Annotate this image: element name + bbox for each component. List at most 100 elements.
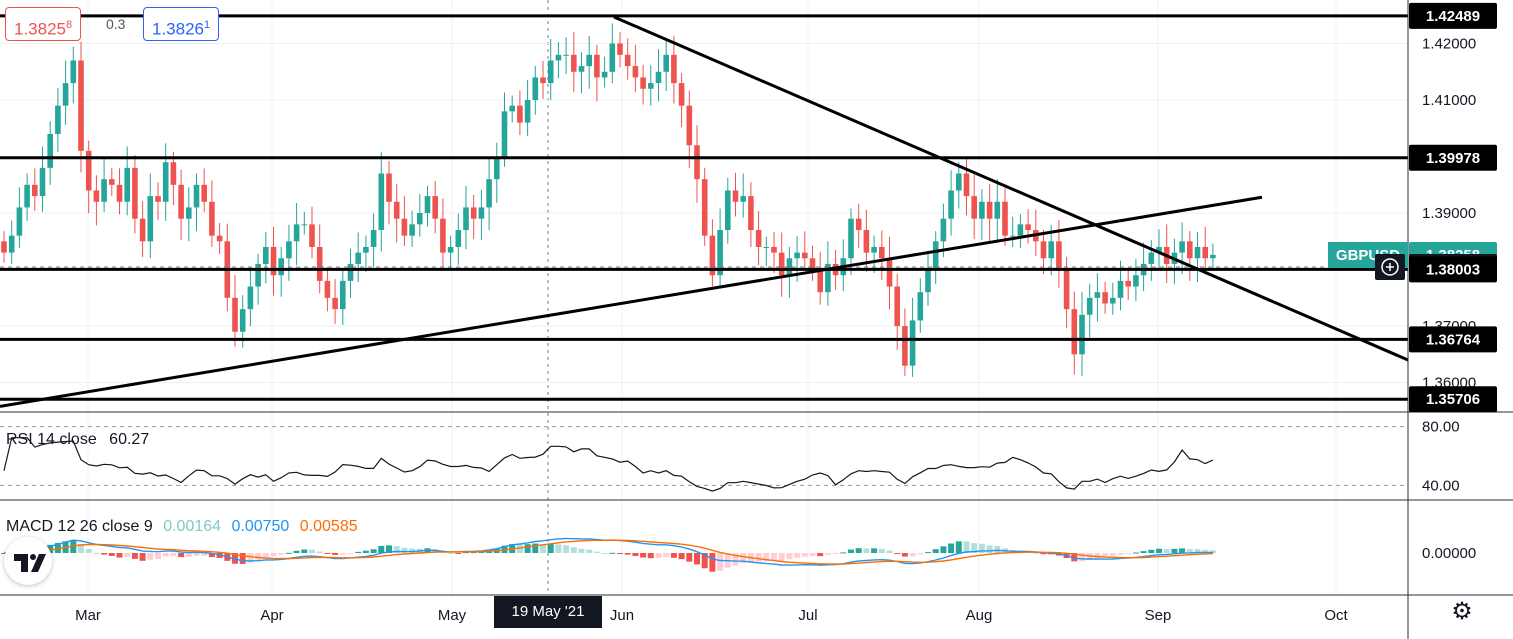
- macd-histogram-bar: [370, 549, 377, 553]
- macd-histogram-bar: [771, 553, 777, 561]
- candle-body: [694, 145, 700, 180]
- macd-histogram-bar: [647, 553, 654, 559]
- macd-tick-label: 0.00000: [1422, 545, 1476, 562]
- candle-body: [340, 280, 346, 310]
- macd-histogram-bar: [232, 553, 238, 564]
- candle-body: [963, 173, 970, 197]
- y-tick-label: 1.41000: [1422, 92, 1476, 109]
- macd-histogram-bar: [1209, 550, 1216, 553]
- candle-body: [609, 43, 616, 72]
- candle-body: [62, 83, 69, 106]
- candle-body: [1017, 224, 1024, 236]
- macd-histogram-bar: [339, 553, 346, 555]
- candle-body: [139, 218, 146, 242]
- candle-body: [486, 179, 492, 208]
- macd-histogram-bar: [1202, 549, 1209, 553]
- macd-histogram-bar: [470, 552, 477, 554]
- macd-histogram-bar: [1171, 548, 1178, 553]
- macd-histogram-bar: [740, 553, 747, 564]
- candle-body: [848, 218, 854, 259]
- spread-value: 0.3: [106, 16, 126, 32]
- candle-body: [463, 207, 469, 231]
- macd-histogram-bar: [601, 552, 608, 554]
- macd-histogram-bar: [93, 552, 100, 554]
- macd-histogram-bar: [709, 553, 716, 572]
- price-label-text: 1.36764: [1426, 331, 1481, 348]
- grid: [0, 0, 1408, 595]
- macd-histogram-bar: [478, 551, 485, 553]
- macd-histogram-bar: [617, 553, 623, 554]
- candle-body: [855, 218, 862, 231]
- macd-histogram-bar: [47, 544, 54, 553]
- macd-histogram-bar: [347, 553, 354, 554]
- macd-histogram-bar: [948, 543, 955, 553]
- candle-body: [986, 201, 993, 219]
- candle-body: [78, 60, 84, 151]
- candle-body: [956, 173, 962, 191]
- gear-icon[interactable]: ⚙: [1451, 598, 1473, 625]
- macd-histogram-bar: [455, 553, 462, 554]
- ask-price-button[interactable]: 1.38261: [143, 7, 220, 41]
- candle-body: [70, 60, 77, 84]
- macd-histogram-bar: [640, 553, 647, 558]
- macd-histogram-bar: [401, 547, 408, 553]
- candle-body: [332, 297, 338, 310]
- candle-body: [301, 224, 308, 226]
- candle-body: [432, 196, 438, 219]
- candle-body: [232, 297, 238, 332]
- macd-histogram-bar: [1125, 553, 1132, 554]
- candle-body: [686, 105, 693, 146]
- bid-price-button[interactable]: 1.38258: [5, 7, 82, 41]
- crosshair-date-label: 19 May '21: [494, 596, 602, 628]
- macd-histogram-bar: [1156, 548, 1162, 553]
- price-label-level: 1.39978: [1409, 144, 1497, 171]
- macd-histogram-bar: [886, 550, 893, 553]
- candle-body: [886, 258, 893, 287]
- candle-body: [8, 235, 15, 253]
- candle-body: [971, 196, 977, 219]
- candle-body: [293, 224, 300, 242]
- rsi-pane: [0, 426, 1408, 492]
- candle-body: [1025, 224, 1031, 231]
- candle-body: [1048, 241, 1054, 259]
- tradingview-logo-icon[interactable]: [4, 537, 52, 585]
- macd-histogram-bar: [863, 548, 870, 553]
- candle-body: [1210, 254, 1216, 259]
- macd-histogram-bar: [201, 553, 208, 556]
- macd-histogram-bar: [1102, 553, 1109, 558]
- price-label-text: 1.39978: [1426, 150, 1480, 167]
- candle-body: [316, 246, 323, 281]
- candle-body: [501, 111, 508, 157]
- candle-body: [1079, 314, 1085, 355]
- price-label-box: [1409, 386, 1497, 413]
- candle-body: [932, 241, 939, 270]
- candle-body: [55, 105, 61, 134]
- candle-body: [624, 54, 631, 67]
- candle-body: [740, 196, 746, 202]
- macd-histogram-bar: [162, 553, 169, 557]
- price-label-level: 1.35706: [1409, 386, 1497, 413]
- candle-body: [132, 167, 138, 219]
- rsi-line: [3, 437, 1214, 492]
- price-label-box: [1409, 144, 1497, 171]
- candle-body: [802, 252, 808, 259]
- macd-histogram-bar: [101, 553, 108, 555]
- macd-histogram-bar: [309, 549, 315, 553]
- macd-histogram-bar: [255, 553, 262, 560]
- candle-body: [1194, 246, 1201, 259]
- candle-body: [1102, 292, 1108, 304]
- candle-body: [1094, 292, 1101, 298]
- candle-body: [440, 218, 446, 253]
- macd-histogram-bar: [170, 553, 177, 556]
- macd-histogram-bar: [1132, 552, 1139, 554]
- candle-body: [424, 196, 431, 214]
- macd-histogram-bar: [293, 550, 300, 553]
- macd-histogram-bar: [270, 553, 277, 557]
- price-label-text: 1.42489: [1426, 8, 1480, 25]
- macd-histogram-bar: [1179, 548, 1186, 553]
- macd-histogram-bar: [1040, 553, 1047, 555]
- macd-histogram-bar: [1071, 553, 1078, 562]
- candle-body: [748, 196, 754, 231]
- macd-histogram-bar: [178, 553, 185, 558]
